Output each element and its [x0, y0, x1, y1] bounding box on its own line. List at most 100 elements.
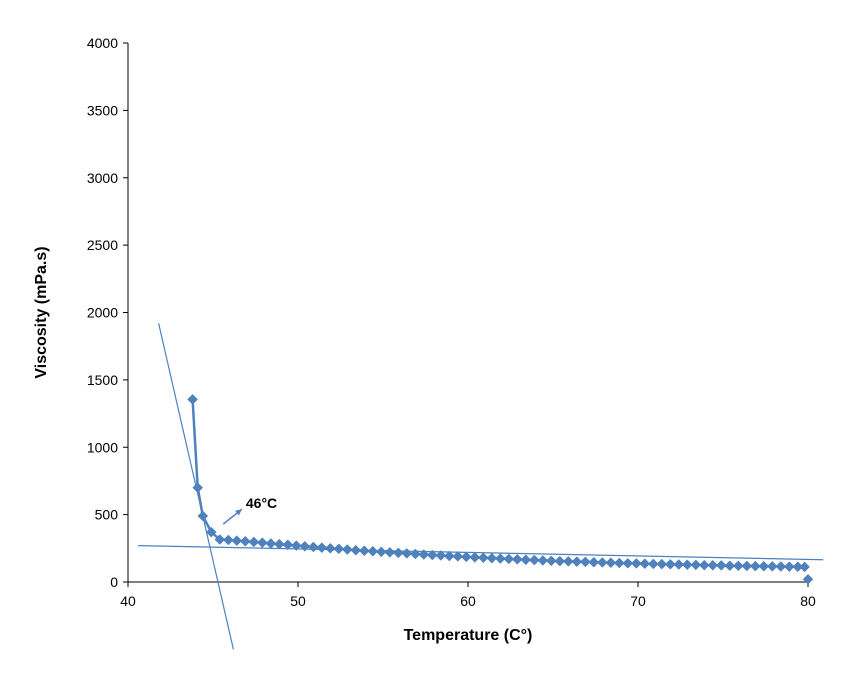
data-point: [375, 546, 387, 558]
data-point: [715, 560, 727, 571]
data-point: [579, 556, 591, 568]
data-point: [358, 545, 370, 557]
data-point: [435, 550, 447, 561]
data-point: [673, 559, 685, 570]
data-point: [596, 557, 608, 568]
flat-tangent-line: [138, 545, 824, 561]
data-point: [802, 573, 814, 585]
series-line: [191, 399, 805, 569]
data-point: [452, 551, 464, 562]
axis-ticks: 0 500 1000 1500 2000 2500 3000 3500 4000 40 50 60 70…: [87, 35, 816, 609]
data-point: [239, 535, 251, 547]
data-point: [799, 561, 810, 573]
y-tick-label: 3500: [87, 102, 118, 118]
data-point: [392, 547, 404, 559]
data-point: [545, 555, 557, 567]
data-point: [307, 541, 319, 553]
data-point: [282, 539, 294, 551]
data-point: [503, 553, 515, 565]
x-tick-label: 60: [460, 593, 476, 609]
data-point: [511, 554, 523, 565]
data-point: [486, 552, 498, 564]
annotation-arrowhead: [235, 509, 242, 516]
x-tick-label: 70: [630, 593, 646, 609]
tangent-lines: [138, 323, 824, 650]
data-point: [758, 560, 770, 572]
data-point: [222, 534, 234, 546]
y-tick-label: 4000: [87, 35, 118, 51]
y-tick-label: 3000: [87, 170, 118, 186]
x-tick-label: 50: [290, 593, 306, 609]
data-point: [783, 561, 795, 572]
data-point: [248, 536, 260, 548]
data-point: [341, 544, 353, 555]
data-point: [443, 550, 455, 562]
data-point: [656, 558, 668, 570]
data-point: [324, 542, 336, 554]
data-point: [698, 559, 710, 571]
data-point: [741, 560, 753, 572]
data-point: [647, 558, 659, 570]
data-point: [588, 556, 600, 568]
data-point: [664, 558, 676, 570]
x-axis-title: Temperature (C°): [404, 627, 533, 644]
data-point: [265, 538, 277, 549]
data-point: [749, 560, 761, 572]
data-point: [231, 535, 243, 546]
data-point: [520, 554, 532, 566]
data-point: [681, 559, 693, 571]
data-point: [690, 559, 702, 571]
annotation-label: 46°C: [246, 495, 277, 511]
data-point: [605, 557, 617, 569]
y-tick-label: 1500: [87, 372, 118, 388]
data-point: [766, 561, 778, 572]
data-point: [214, 534, 226, 545]
x-tick-label: 40: [120, 593, 136, 609]
annotations: 46°C: [222, 495, 277, 525]
y-tick-label: 2000: [87, 305, 118, 321]
data-markers: [187, 394, 814, 585]
y-tick-label: 500: [95, 507, 119, 523]
data-point: [401, 548, 413, 559]
x-tick-label: 80: [800, 593, 816, 609]
data-point: [350, 544, 362, 556]
data-point: [426, 549, 438, 561]
data-point: [630, 558, 642, 569]
data-point: [333, 543, 345, 555]
data-point: [613, 557, 625, 569]
data-point: [562, 556, 574, 567]
data-point: [554, 555, 566, 567]
data-point: [732, 560, 744, 572]
data-point: [528, 554, 540, 566]
data-point: [622, 557, 634, 569]
data-point: [571, 556, 583, 568]
y-tick-label: 2500: [87, 237, 118, 253]
data-point: [639, 558, 651, 570]
data-point: [205, 526, 217, 538]
data-point: [273, 538, 285, 550]
data-point: [460, 551, 472, 563]
data-point: [187, 394, 198, 405]
data-point: [418, 549, 430, 560]
data-point: [316, 542, 328, 553]
data-point: [707, 559, 719, 571]
y-axis-title: Viscosity (mPa.s): [33, 246, 50, 378]
data-point: [494, 553, 506, 564]
y-tick-label: 1000: [87, 439, 118, 455]
data-point: [477, 552, 489, 564]
data-point: [775, 561, 787, 572]
data-point: [299, 540, 311, 552]
data-point: [724, 560, 736, 572]
data-point: [256, 537, 268, 549]
data-point: [409, 548, 421, 560]
y-tick-label: 0: [110, 574, 118, 590]
plot-area: [127, 43, 808, 583]
data-point: [290, 540, 302, 551]
data-point: [384, 547, 396, 558]
data-point: [537, 555, 549, 566]
data-point: [192, 482, 204, 494]
data-point: [197, 510, 209, 522]
data-point: [367, 545, 379, 557]
data-point: [469, 551, 481, 563]
